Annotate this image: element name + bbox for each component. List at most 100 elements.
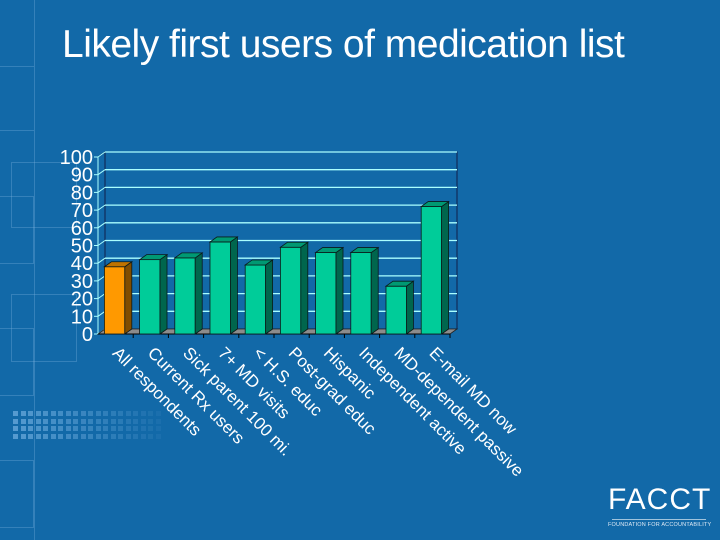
decor-dot (155, 411, 161, 416)
y-tick-label: 60 (71, 218, 93, 240)
decor-dot (80, 418, 86, 424)
gridline-side (97, 151, 106, 158)
decor-dot (73, 426, 78, 431)
gridline-side (97, 204, 106, 211)
decor-dot (43, 411, 48, 416)
decor-dot (118, 426, 123, 431)
y-tick-label: 90 (71, 165, 93, 187)
bar-top (314, 247, 345, 253)
bar (244, 264, 267, 335)
decor-dot (65, 411, 71, 416)
bar-side (441, 200, 450, 335)
decor-dot (65, 426, 71, 431)
bar-top (103, 261, 134, 268)
decor-dot (95, 418, 101, 424)
bar-top (279, 241, 310, 248)
decor-dot (80, 426, 86, 431)
decor-dot (73, 433, 78, 439)
decor-dot (148, 426, 153, 431)
decor-dot (28, 411, 33, 416)
decor-dot (58, 411, 63, 416)
bar (279, 246, 302, 335)
decor-dot (65, 418, 71, 424)
decor-dot (35, 411, 41, 416)
decor-dot (110, 418, 116, 424)
decor-dot (125, 411, 131, 416)
logo-divider (612, 519, 706, 520)
decor-dot (125, 433, 131, 439)
bar-side (230, 236, 238, 335)
bar (350, 252, 372, 335)
gridline-side (97, 293, 106, 300)
decor-dot (73, 411, 78, 416)
decor-dot (133, 411, 138, 416)
decor-dot (133, 426, 138, 431)
y-tick-label: 80 (71, 182, 93, 204)
decor-box (0, 460, 34, 528)
y-tick-label: 50 (71, 236, 93, 258)
facct-logo: FACCT FOUNDATION FOR ACCOUNTABILITY (608, 483, 720, 529)
decor-dot (88, 411, 93, 416)
decor-dot (133, 433, 138, 439)
bar-side (370, 246, 379, 335)
logo-wordmark: FACCT (608, 483, 712, 516)
decor-dot (50, 433, 56, 439)
decor-dot (103, 433, 108, 439)
bar-top (138, 254, 169, 261)
gridline-side (97, 310, 106, 317)
decor-dot (103, 411, 108, 416)
decor-dot (118, 433, 123, 439)
bar (385, 285, 407, 335)
decor-dot (110, 433, 116, 439)
decor-dot (13, 411, 18, 416)
bar (315, 252, 337, 335)
decor-dot (133, 418, 138, 424)
y-tick-label: 100 (60, 147, 93, 169)
gridline-side (97, 222, 106, 229)
decor-dot (95, 411, 101, 416)
decor-dot (73, 418, 78, 424)
decor-dot (118, 418, 123, 424)
bar-top (173, 252, 204, 259)
decor-dot (155, 418, 161, 424)
y-tick-label: 0 (82, 324, 93, 346)
decor-dot (50, 426, 56, 431)
decor-dot (13, 418, 18, 424)
decor-dot (13, 433, 18, 439)
bar-side (265, 259, 274, 335)
decor-box (11, 162, 77, 228)
decor-dot (140, 418, 146, 424)
bar-top (243, 259, 274, 266)
decor-box (11, 294, 77, 362)
decor-dot (35, 418, 41, 424)
decor-dot (125, 426, 131, 431)
decor-dot (58, 433, 63, 439)
decor-dot (148, 418, 153, 424)
decor-dot (35, 426, 41, 431)
decor-horizontal-line (0, 130, 34, 131)
decor-box (0, 196, 34, 264)
logo-subtitle: FOUNDATION FOR ACCOUNTABILITY (608, 522, 712, 528)
slide-title: Likely first users of medication list (62, 23, 625, 66)
bar-side (335, 246, 344, 335)
decor-horizontal-line (0, 66, 34, 67)
decor-dot (125, 418, 131, 424)
y-tick-label: 20 (71, 289, 93, 311)
bar-side (124, 260, 133, 335)
decor-dot (88, 433, 93, 439)
decor-dot (140, 433, 146, 439)
decor-dot (140, 426, 146, 431)
decor-dot (58, 418, 63, 424)
decor-box (0, 328, 34, 396)
bar-top (208, 236, 239, 243)
decor-dot (35, 433, 41, 439)
y-tick-label: 70 (71, 200, 93, 222)
decor-dot (155, 433, 161, 439)
decor-dot (28, 418, 33, 424)
bar-side (194, 252, 203, 335)
decor-dot (110, 426, 116, 431)
bar (209, 241, 231, 335)
decor-dot (20, 411, 26, 416)
bar-top (384, 280, 415, 287)
